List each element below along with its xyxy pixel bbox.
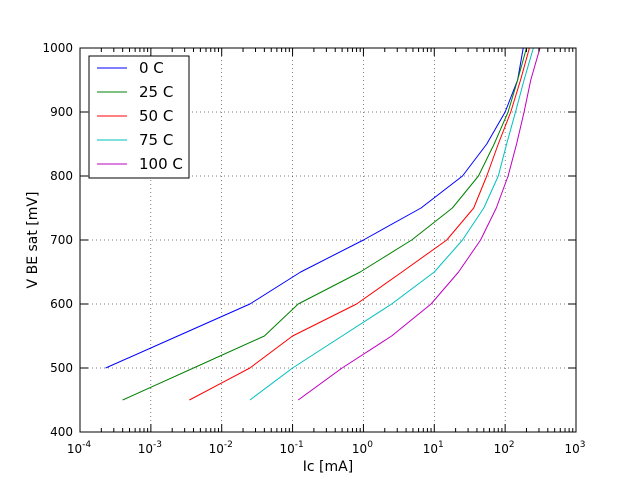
series-line (189, 47, 530, 401)
tick-label-layer: 10-4 10-3 10-2 10-1 100 101 102 103 400 500 600 700… (42, 41, 585, 456)
series-line (105, 47, 524, 369)
y-tick-label: 500 (50, 361, 73, 375)
tick-layer (79, 47, 577, 433)
y-tick-label: 1000 (42, 41, 73, 55)
y-tick-label: 600 (50, 297, 73, 311)
y-axis-label: V BE sat [mV] (25, 192, 41, 289)
x-tick-label: 101 (423, 440, 444, 456)
legend-label: 0 C (139, 59, 164, 77)
legend: 0 C 25 C 50 C 75 C 100 C (88, 55, 190, 179)
series-line (122, 47, 527, 401)
y-tick-label: 400 (50, 425, 73, 439)
y-tick-label: 900 (50, 105, 73, 119)
x-tick-label: 10-3 (138, 440, 162, 456)
x-axis-label: Ic [mA] (303, 459, 353, 475)
x-tick-label: 10-4 (67, 440, 92, 456)
legend-label: 25 C (139, 83, 173, 101)
y-tick-label: 800 (50, 169, 73, 183)
series-layer (105, 47, 541, 401)
x-tick-label: 100 (352, 440, 373, 456)
x-tick-label: 10-2 (209, 440, 233, 456)
x-tick-label: 102 (494, 440, 515, 456)
x-tick-label: 10-1 (279, 440, 303, 456)
legend-label: 100 C (139, 155, 183, 173)
legend-label: 50 C (139, 107, 173, 125)
series-line (249, 47, 534, 401)
series-line (297, 47, 541, 401)
y-tick-label: 700 (50, 233, 73, 247)
x-tick-label: 103 (564, 440, 585, 456)
legend-box (88, 55, 190, 179)
legend-label: 75 C (139, 131, 173, 149)
